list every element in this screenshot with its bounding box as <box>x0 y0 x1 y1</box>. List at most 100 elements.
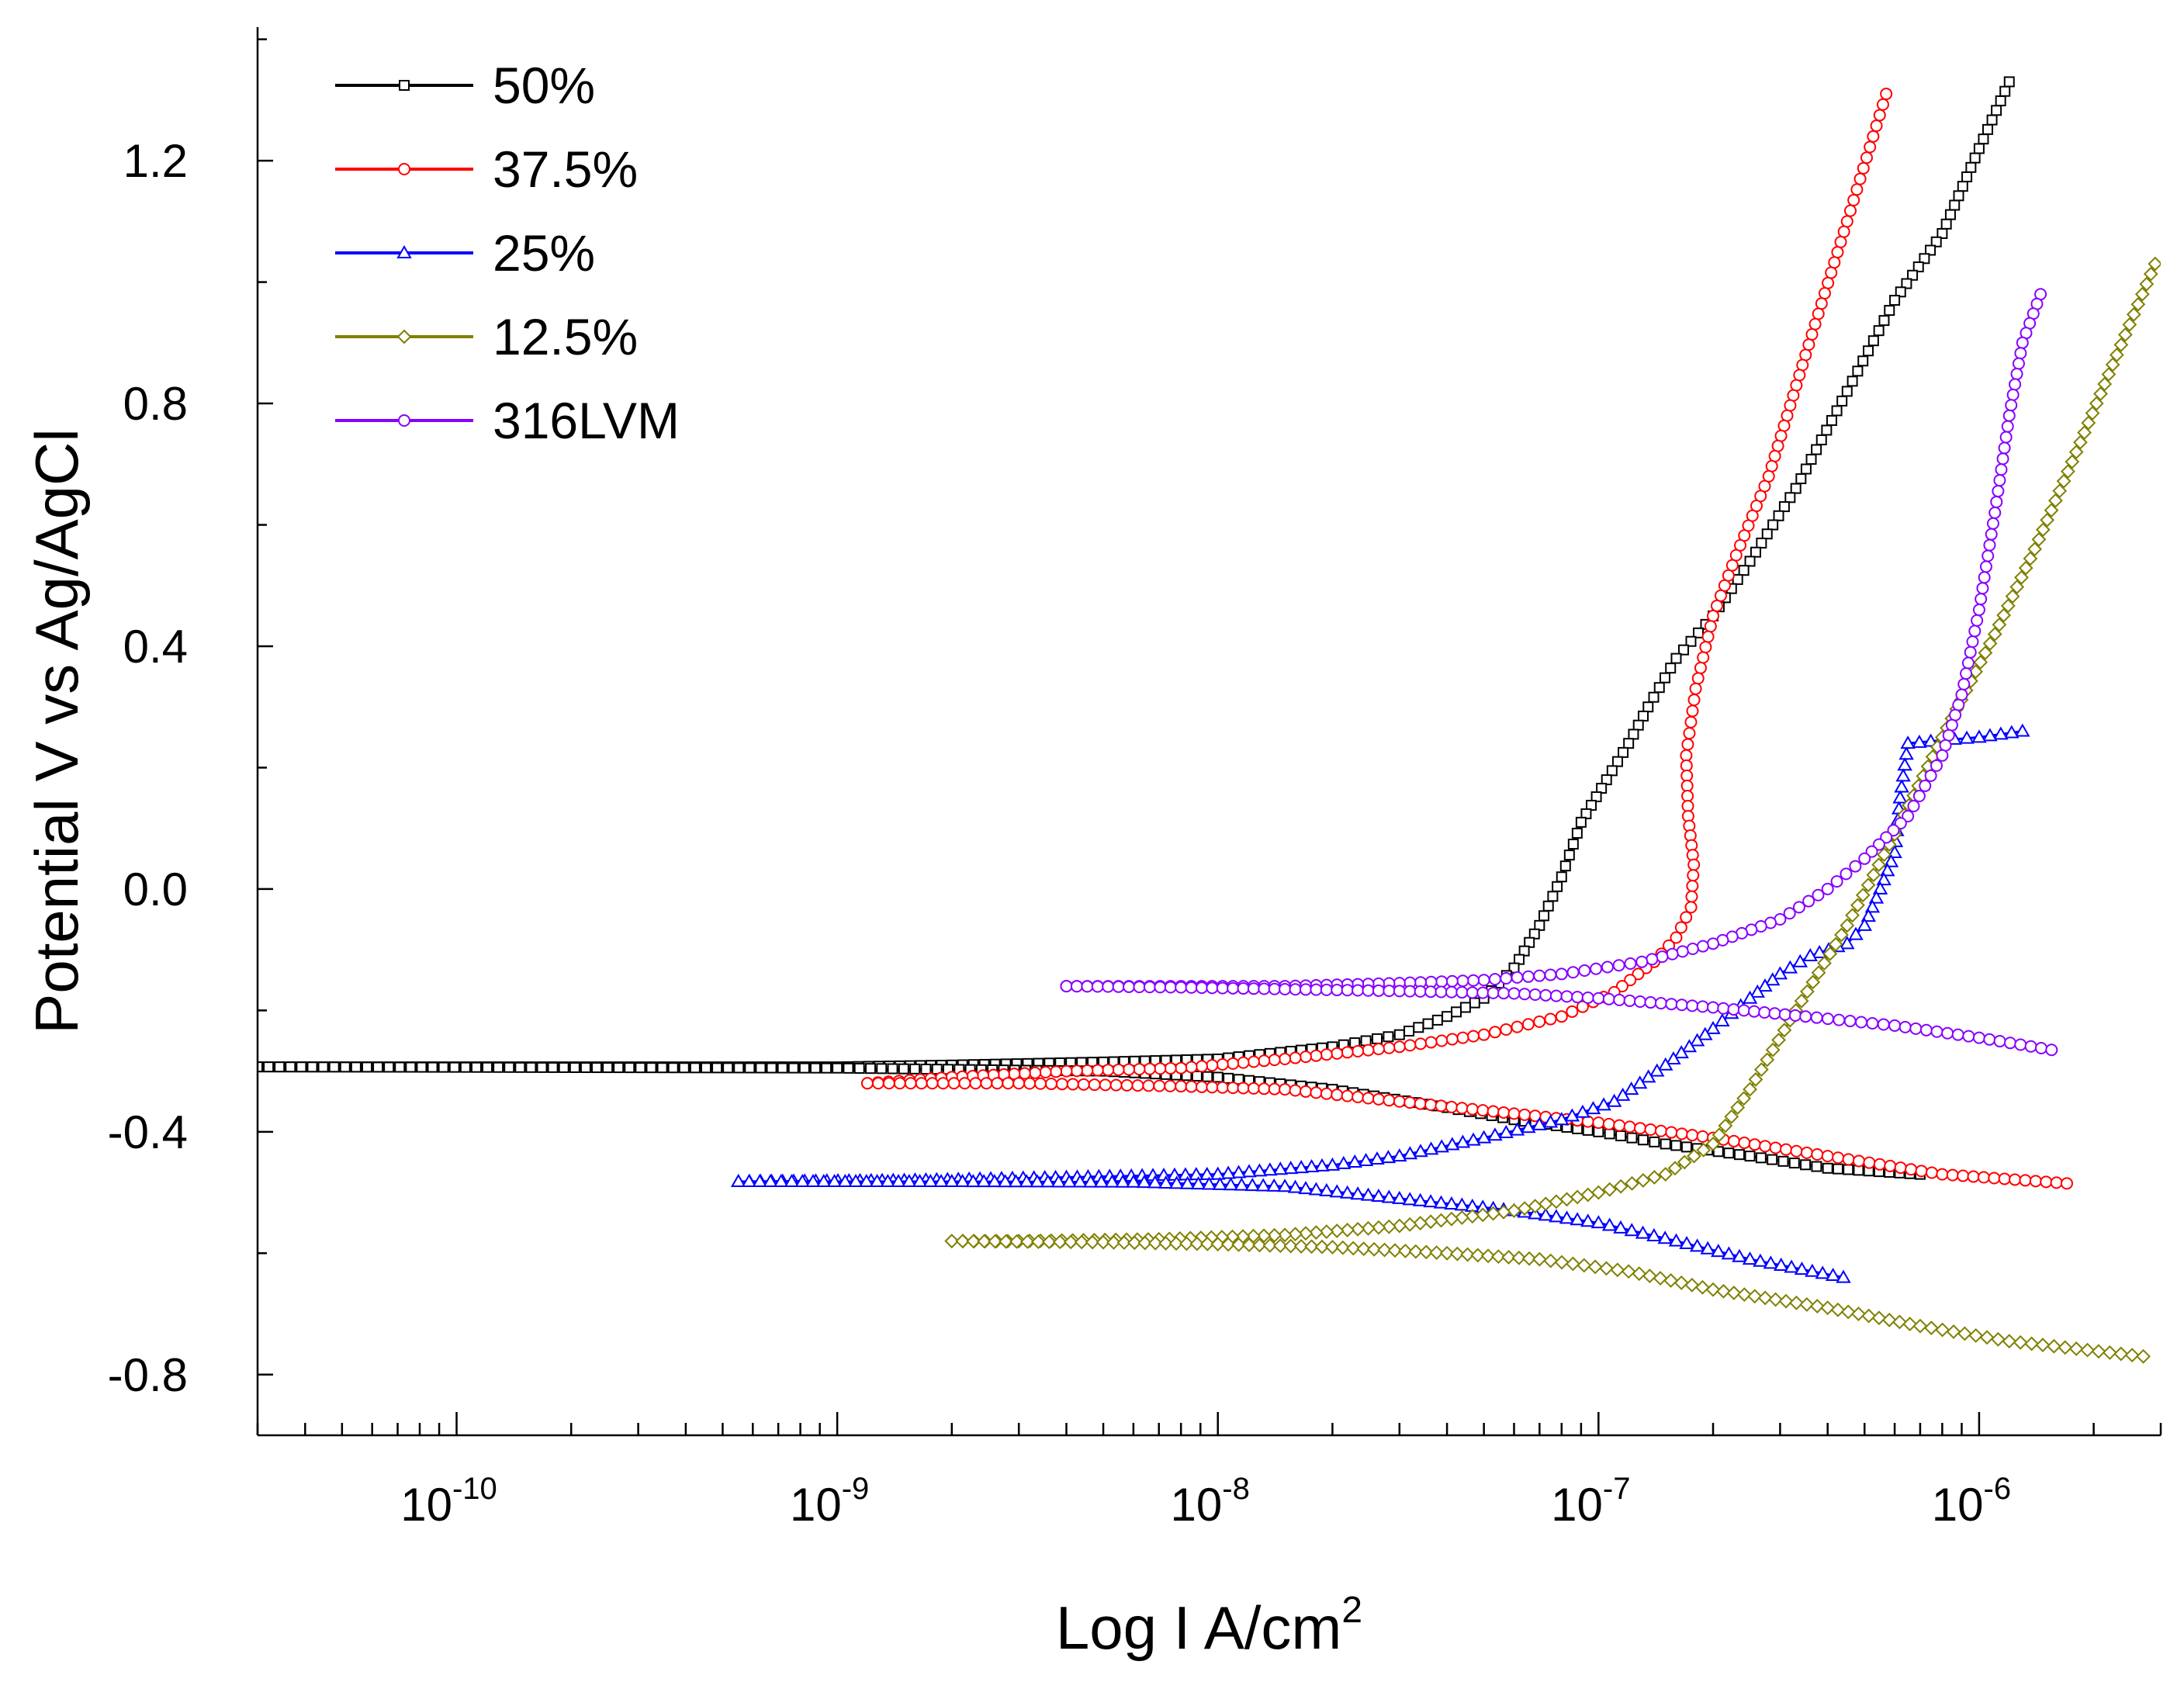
legend-marker <box>399 80 410 91</box>
series-25-anodic-point <box>869 1173 885 1187</box>
series-125-anodic-point <box>1912 1318 1928 1334</box>
series-375-cathodic-point <box>1383 1041 1396 1054</box>
series-375-cathodic-point <box>1805 327 1819 341</box>
series-316lvm-cathodic-point <box>1812 888 1825 902</box>
series-50-anodic-point <box>328 1061 340 1073</box>
series-125-cathodic-point <box>2009 580 2025 594</box>
series-50-cathodic-point <box>1442 1011 1453 1023</box>
series-50-cathodic-point <box>1750 546 1761 558</box>
series-50-anodic-point <box>416 1061 427 1073</box>
series-25-anodic-point <box>1008 1174 1024 1188</box>
series-50-anodic-point <box>547 1061 559 1073</box>
series-125-anodic-point <box>1663 1273 1679 1288</box>
series-375-cathodic-point <box>1880 88 1893 101</box>
series-125-cathodic-point <box>2122 317 2137 332</box>
series-316lvm-anodic-point <box>2045 1043 2058 1057</box>
legend-label: 50% <box>493 57 595 114</box>
series-375-cathodic-point <box>1722 569 1735 582</box>
series-25-cathodic-point <box>2004 725 2020 739</box>
series-50-anodic-point <box>1670 1140 1682 1151</box>
series-125-anodic-point <box>1085 1234 1100 1250</box>
series-316lvm-anodic-point <box>1393 985 1406 998</box>
series-50-anodic-point <box>1788 1158 1800 1169</box>
series-316lvm-cathodic-point <box>1445 974 1459 988</box>
series-125-cathodic-point <box>2027 542 2043 557</box>
series-25-anodic-point <box>1580 1213 1596 1227</box>
series-50-anodic-point <box>263 1061 275 1073</box>
series-316lvm-anodic-point <box>1843 1015 1857 1028</box>
series-50-anodic-point <box>1777 1155 1789 1167</box>
series-50-anodic-point <box>558 1061 569 1073</box>
series-25-cathodic-point <box>1455 1134 1471 1148</box>
series-25-anodic-point <box>859 1173 874 1187</box>
series-316lvm-cathodic-point <box>1978 571 1991 584</box>
series-125-cathodic-point <box>2047 493 2063 508</box>
series-50-anodic-point <box>898 1063 909 1075</box>
legend-label: 12.5% <box>493 308 638 365</box>
series-25-anodic-point <box>1147 1175 1163 1189</box>
series-375-cathodic-point <box>1815 297 1828 310</box>
series-316lvm-anodic-point <box>1993 1035 2006 1048</box>
series-50-anodic-point <box>1822 1162 1833 1174</box>
x-tick-label: 10-9 <box>790 1472 869 1531</box>
series-125-anodic-point <box>1116 1235 1132 1251</box>
series-316lvm-anodic-point <box>1133 981 1146 994</box>
series-50-anodic-point <box>766 1062 777 1074</box>
series-316lvm-cathodic-point <box>1924 769 1937 782</box>
series-125-anodic-point <box>1231 1237 1246 1252</box>
series-316lvm-anodic-point <box>1445 985 1458 998</box>
series-375-cathodic-point <box>1707 609 1720 622</box>
series-375-anodic-point <box>1623 1120 1636 1133</box>
series-316lvm-anodic-point <box>1727 1003 1740 1016</box>
series-316lvm-anodic-point <box>2003 1037 2016 1050</box>
series-375-cathodic-point <box>1521 1018 1535 1031</box>
series-125-cathodic-point <box>2093 386 2108 401</box>
series-25-anodic-point <box>1815 1265 1830 1279</box>
series-375-cathodic-point <box>1680 779 1694 792</box>
series-125-cathodic-point <box>1538 1196 1553 1212</box>
series-316lvm-anodic-point <box>1810 1011 1823 1024</box>
series-50-anodic-point <box>909 1063 921 1075</box>
series-50-anodic-point <box>744 1062 756 1074</box>
series-25-cathodic-point <box>1757 978 1773 992</box>
series-125-anodic-point <box>1147 1235 1163 1251</box>
series-50-anodic-point <box>514 1061 526 1073</box>
series-25-anodic-point <box>1635 1225 1651 1239</box>
series-375-anodic-point <box>1946 1168 1959 1182</box>
series-125-cathodic-point <box>2109 348 2124 362</box>
series-50-cathodic-point <box>1889 295 1901 306</box>
series-316lvm-cathodic-point <box>1646 953 1659 966</box>
series-125-cathodic-point <box>2130 296 2146 312</box>
series-375-cathodic-point <box>1689 682 1702 695</box>
series-375-cathodic-point <box>1414 1037 1428 1050</box>
series-125-anodic-point <box>1599 1261 1614 1276</box>
series-50-cathodic-point <box>1642 701 1654 713</box>
series-316lvm-anodic-point <box>1091 980 1104 993</box>
series-25-anodic-point <box>752 1173 767 1187</box>
series-316lvm-cathodic-point <box>1966 635 1979 649</box>
series-25-cathodic-point <box>1681 1039 1698 1053</box>
series-375-anodic-point <box>1925 1166 1938 1179</box>
series-25-cathodic-point <box>1705 1020 1721 1034</box>
series-25-cathodic-point <box>2015 723 2030 737</box>
series-125-cathodic-point <box>1866 867 1881 883</box>
series-375-cathodic-point <box>1050 1065 1063 1078</box>
series-50-cathodic-point <box>2003 76 2015 88</box>
series-50-anodic-point <box>876 1063 888 1075</box>
series-50-cathodic-point <box>1852 365 1864 377</box>
series-375-cathodic-point <box>1687 869 1700 882</box>
series-316lvm-anodic-point <box>2034 1041 2047 1054</box>
series-125-anodic-point <box>1377 1242 1392 1258</box>
series-375-cathodic-point <box>1784 399 1797 412</box>
series-375-anodic-point <box>1769 1141 1782 1154</box>
series-375-cathodic-point <box>1680 769 1694 782</box>
series-50-anodic-point <box>258 1061 263 1073</box>
series-375-cathodic-point <box>1102 1064 1115 1077</box>
series-375-anodic-point <box>1727 1134 1740 1147</box>
series-375-cathodic-point <box>1802 338 1815 351</box>
series-50-cathodic-point <box>1937 227 1948 239</box>
series-25-anodic-point <box>1319 1182 1334 1196</box>
series-375-cathodic-point <box>1133 1063 1146 1076</box>
series-316lvm-cathodic-point <box>1488 973 1501 986</box>
series-375-anodic-point <box>1445 1100 1458 1113</box>
